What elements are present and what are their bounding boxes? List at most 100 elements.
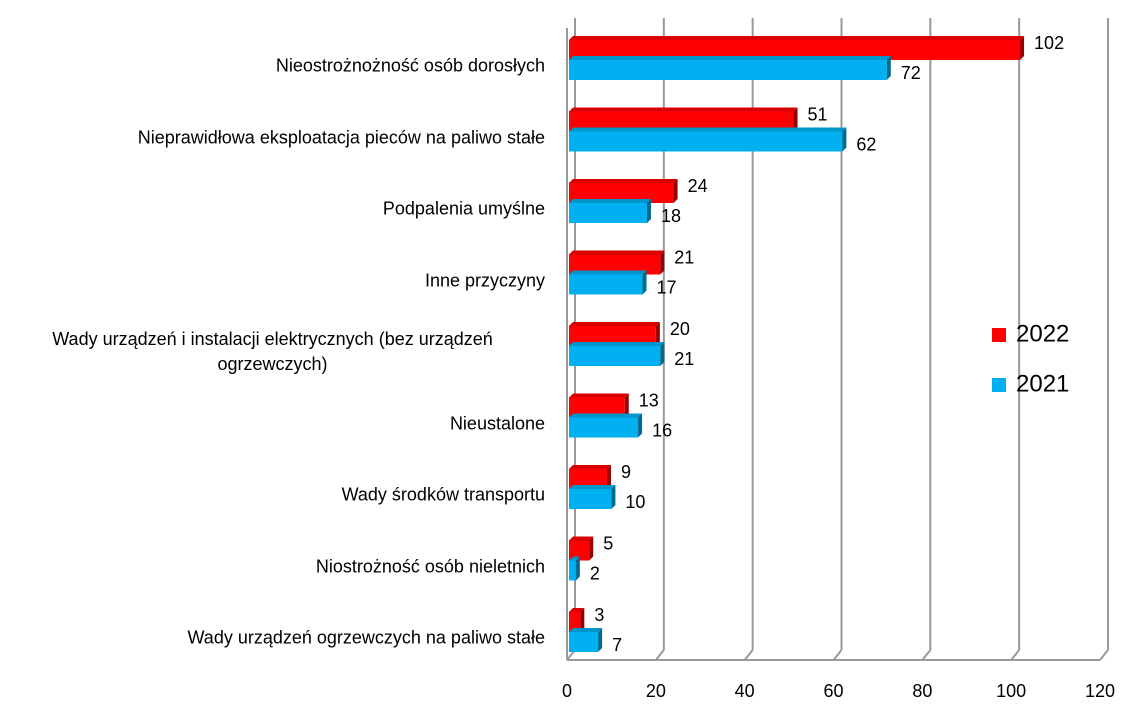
- bar: [569, 60, 887, 80]
- y-tick-label: Wady urządzeń i instalacji elektrycznych…: [0, 327, 545, 377]
- y-tick-label: Wady środków transportu: [0, 483, 545, 508]
- bar: [569, 397, 625, 418]
- bar: [569, 131, 843, 152]
- bar: [569, 111, 794, 132]
- bar: [569, 254, 661, 275]
- data-label: 21: [674, 349, 694, 369]
- bar-top: [569, 179, 678, 183]
- bar-side: [655, 322, 660, 346]
- bar-top: [569, 465, 611, 469]
- bar-side: [1020, 36, 1025, 60]
- data-label: 21: [674, 247, 694, 267]
- y-tick-label-text: Wady urządzeń ogrzewczych na paliwo stał…: [187, 627, 545, 648]
- y-tick-label-text: Nieprawidłowa eksploatacja pieców na pal…: [137, 127, 545, 147]
- bar-top: [569, 342, 665, 346]
- bar-side: [624, 393, 629, 418]
- data-label: 7: [612, 635, 622, 655]
- y-tick-label-text: Wady urządzeń i instalacji elektrycznych…: [52, 329, 493, 374]
- bar-top: [569, 107, 798, 112]
- data-label: 2: [590, 563, 600, 583]
- data-label: 51: [808, 104, 828, 124]
- data-label: 13: [639, 390, 659, 410]
- bar: [569, 632, 599, 652]
- data-label: 5: [603, 533, 613, 553]
- data-label: 9: [621, 462, 631, 482]
- bar-top: [569, 556, 580, 561]
- bar-side: [660, 250, 665, 275]
- x-tick-label: 80: [912, 681, 932, 701]
- bar-side: [673, 179, 678, 203]
- y-tick-label-text: Podpalenia umyślne: [382, 198, 545, 219]
- bar-top: [569, 413, 643, 418]
- bar-side: [660, 342, 665, 366]
- bar-side: [575, 556, 580, 581]
- data-label: 17: [657, 277, 677, 297]
- x-tick-label: 40: [735, 681, 755, 701]
- grid-line: [1099, 649, 1109, 661]
- bar: [569, 274, 643, 295]
- bar-top: [569, 608, 585, 612]
- data-label: 18: [661, 206, 681, 226]
- legend-label: 2021: [1016, 370, 1069, 397]
- bar: [569, 346, 661, 366]
- y-tick-label: Nieprawidłowa eksploatacja pieców na pal…: [0, 125, 545, 150]
- y-tick-label: Nieustalone: [0, 411, 545, 436]
- bar-side: [638, 413, 643, 438]
- bar-top: [569, 628, 603, 632]
- bar-top: [569, 127, 847, 132]
- y-tick-label-text: Niostrożność osób nieletnich: [315, 556, 545, 576]
- y-tick-label: Nieostrożnożność osób dorosłych: [0, 54, 545, 79]
- data-label: 24: [688, 176, 708, 196]
- data-label: 3: [594, 605, 604, 625]
- bar-side: [611, 485, 616, 509]
- y-tick-label-text: Nieostrożnożność osób dorosłych: [275, 55, 545, 76]
- y-tick-label: Wady urządzeń ogrzewczych na paliwo stał…: [0, 626, 545, 651]
- data-label: 102: [1034, 33, 1064, 53]
- y-tick-label: Podpalenia umyślne: [0, 197, 545, 222]
- bar-side: [606, 465, 611, 489]
- bar-side: [589, 536, 594, 561]
- y-tick-label-text: Nieustalone: [449, 413, 545, 433]
- bar-top: [569, 36, 1025, 40]
- bar-top: [569, 322, 660, 326]
- x-tick-label: 120: [1085, 681, 1115, 701]
- y-tick-label-text: Wady środków transportu: [341, 484, 545, 505]
- data-label: 62: [856, 134, 876, 154]
- y-tick-label: Niostrożność osób nieletnich: [0, 554, 545, 579]
- grid-line: [743, 649, 754, 661]
- data-label: 72: [901, 63, 921, 83]
- grid-line: [655, 649, 665, 661]
- bar: [569, 489, 612, 509]
- x-tick-label: 0: [562, 681, 572, 701]
- bar-top: [569, 485, 616, 489]
- bar: [569, 203, 647, 223]
- bar: [569, 417, 639, 438]
- bar-side: [646, 199, 651, 223]
- grid-line: [1010, 649, 1020, 661]
- bar-side: [793, 107, 798, 132]
- bar-side: [886, 56, 891, 80]
- bar: [569, 469, 607, 489]
- grid-line: [832, 649, 843, 661]
- y-tick-label-text: Inne przyczyny: [424, 270, 545, 290]
- bar-side: [642, 270, 647, 295]
- bar-side: [842, 127, 847, 152]
- legend-label: 2022: [1016, 320, 1069, 347]
- bar-top: [569, 250, 665, 255]
- bar: [569, 183, 674, 203]
- bar-top: [569, 270, 647, 275]
- grid-line: [921, 649, 932, 661]
- bar-top: [569, 199, 651, 203]
- bar-top: [569, 393, 629, 398]
- bar-top: [569, 536, 594, 541]
- bar: [569, 540, 590, 561]
- data-label: 20: [670, 319, 690, 339]
- data-label: 10: [625, 492, 645, 512]
- bar: [569, 560, 576, 581]
- bar: [569, 40, 1021, 60]
- data-label: 16: [652, 420, 672, 440]
- bar: [569, 612, 581, 632]
- x-tick-label: 60: [823, 681, 843, 701]
